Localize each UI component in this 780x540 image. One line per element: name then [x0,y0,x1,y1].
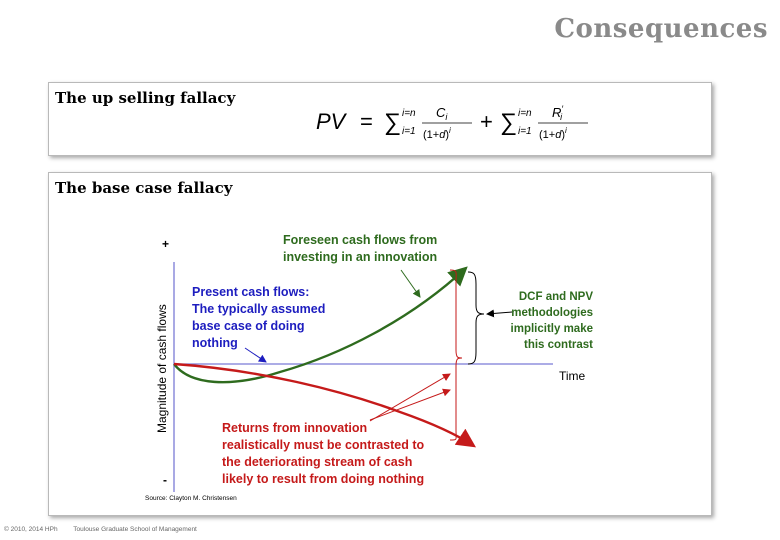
svg-text:Ci: Ci [436,105,448,122]
svg-text:Foreseen cash flows from: Foreseen cash flows from [283,233,437,247]
svg-text:realistically must be contrast: realistically must be contrasted to [222,438,425,452]
copyright-text: © 2010, 2014 HPh [4,526,58,533]
svg-text:i=n: i=n [518,108,532,119]
base-case-fallacy-label: The base case fallacy [55,179,233,197]
returns-arrow-2 [369,373,451,422]
svg-text:∑: ∑ [500,109,517,136]
dcf-arrow [486,309,513,318]
y-minus-sign: - [163,473,167,487]
pv-formula: PV = ∑ i=n i=1 Ci (1+d)i + ∑ i=n i=1 R′ i… [316,104,588,141]
svg-text:nothing: nothing [192,336,238,350]
returns-arrow-1 [369,388,451,421]
svg-text:+: + [480,109,493,134]
svg-text:DCF and NPV: DCF and NPV [519,291,593,303]
svg-text:the deteriorating stream of ca: the deteriorating stream of cash [222,455,412,469]
y-plus-sign: + [162,237,169,251]
svg-text:=: = [360,109,373,134]
slide-title: Consequences [554,14,768,44]
present-cash-flows-note: Present cash flows: The typically assume… [192,285,325,350]
red-contrast-bracket [449,269,463,441]
school-name: Toulouse Graduate School of Management [73,526,197,533]
svg-text:(1+d)i: (1+d)i [539,126,567,141]
svg-text:investing in an innovation: investing in an innovation [283,250,437,264]
svg-text:implicitly make: implicitly make [511,323,593,335]
svg-text:i=n: i=n [402,108,416,119]
returns-from-innovation-note: Returns from innovation realistically mu… [222,421,425,486]
up-selling-fallacy-label: The up selling fallacy [55,89,236,107]
slide-footer: © 2010, 2014 HPh Toulouse Graduate Schoo… [4,526,211,533]
foreseen-arrow [400,269,421,298]
svg-text:Returns from innovation: Returns from innovation [222,421,367,435]
svg-text:∑: ∑ [384,109,401,136]
svg-text:methodologies: methodologies [511,307,593,319]
x-axis-label: Time [559,369,586,383]
svg-text:PV: PV [316,109,348,134]
deteriorating-cash-curve [173,362,476,448]
foreseen-cash-flow-curve [173,266,468,384]
source-note: Source: Clayton M. Christensen [145,495,237,502]
dcf-npv-note: DCF and NPV methodologies implicitly mak… [511,291,594,351]
svg-text:likely to result from doing no: likely to result from doing nothing [222,472,424,486]
svg-text:i=1: i=1 [402,126,416,137]
svg-text:i=1: i=1 [518,126,532,137]
svg-text:base case of doing: base case of doing [192,319,305,333]
svg-text:this contrast: this contrast [524,339,593,351]
present-arrow [244,347,267,363]
svg-text:The typically assumed: The typically assumed [192,302,325,316]
svg-text:(1+d)i: (1+d)i [423,126,451,141]
svg-text:R′i: R′ i [552,104,563,122]
up-selling-fallacy-box: The up selling fallacy [48,82,712,156]
foreseen-cash-flows-note: Foreseen cash flows from investing in an… [283,233,437,264]
y-axis-label: Magnitude of cash flows [155,304,169,433]
black-contrast-brace [467,271,485,365]
svg-text:Present cash flows:: Present cash flows: [192,285,309,299]
base-case-fallacy-box: The base case fallacy [48,172,712,516]
